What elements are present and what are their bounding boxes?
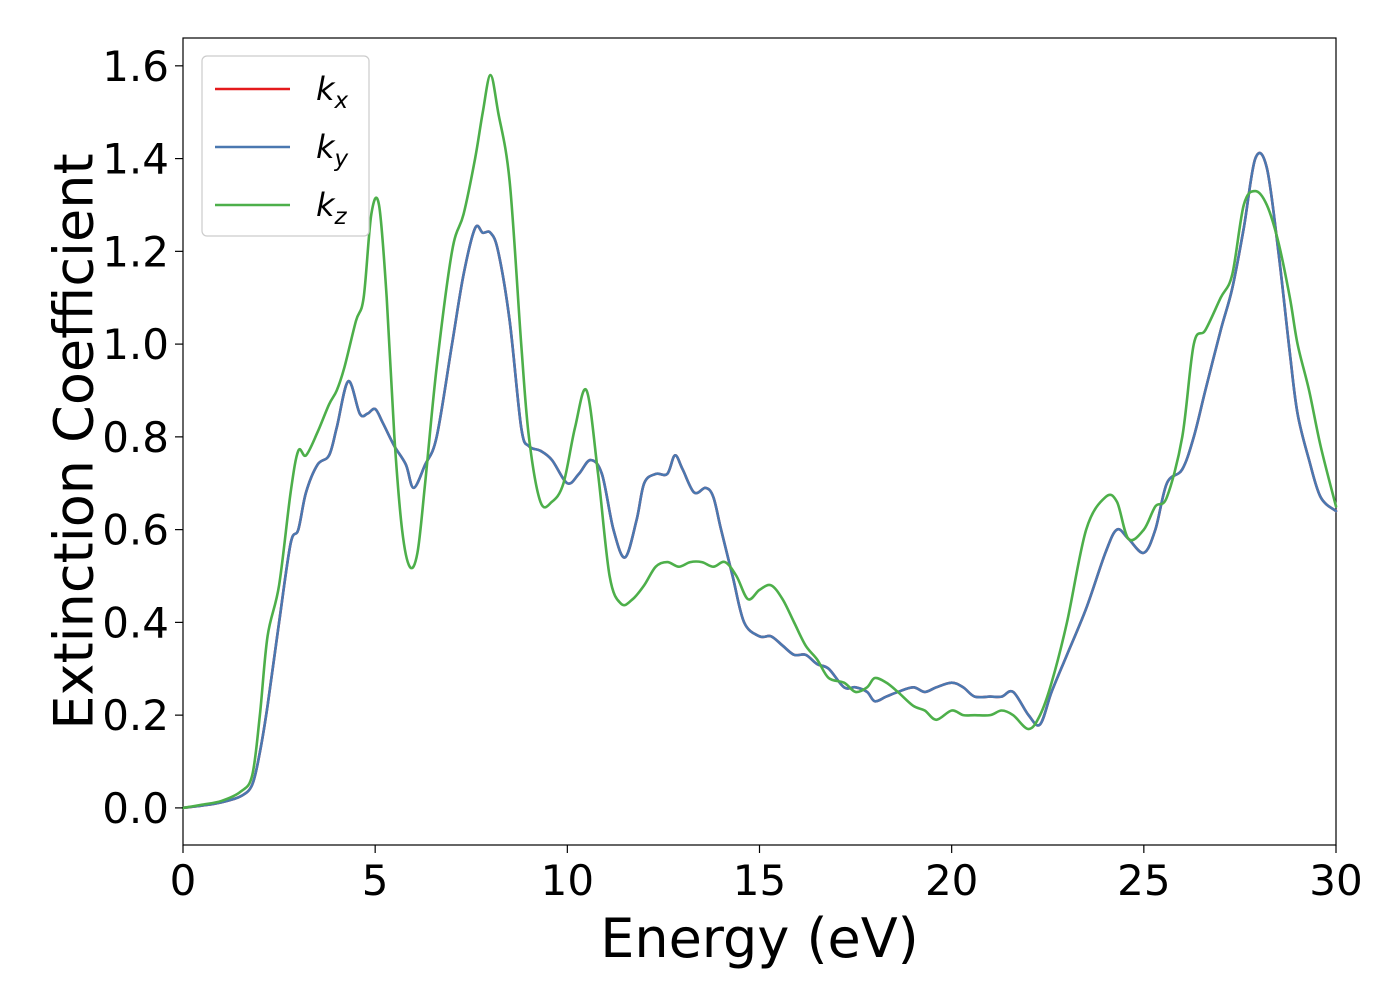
- legend-entry-ky: ky: [316, 128, 349, 172]
- x-axis-ticks: 0 5 10 15 20 25 30: [170, 845, 1363, 905]
- x-tick-label: 25: [1117, 856, 1170, 905]
- x-tick-label: 20: [925, 856, 978, 905]
- y-tick-label: 1.2: [102, 227, 169, 276]
- y-tick-label: 0.6: [102, 506, 169, 555]
- series-line-ky: [181, 151, 1338, 810]
- y-tick-label: 1.0: [102, 320, 169, 369]
- y-tick-label: 0.8: [102, 413, 169, 462]
- x-tick-label: 30: [1309, 856, 1362, 905]
- legend-entry-kx: kx: [316, 70, 349, 114]
- x-tick-label: 10: [541, 856, 594, 905]
- series-line-kz: [181, 73, 1338, 810]
- y-axis-ticks: 0.0 0.2 0.4 0.6 0.8 1.0 1.2 1.4 1.6: [102, 42, 183, 833]
- y-tick-label: 0.0: [102, 784, 169, 833]
- y-axis-label: Extinction Coefficient: [43, 153, 106, 729]
- x-tick-label: 0: [170, 856, 197, 905]
- y-tick-label: 1.4: [102, 135, 169, 184]
- series-lines: [181, 73, 1338, 810]
- y-tick-label: 0.4: [102, 598, 169, 647]
- legend: kx ky kz: [201, 55, 370, 237]
- x-tick-label: 5: [362, 856, 389, 905]
- x-axis-label: Energy (eV): [600, 907, 919, 970]
- legend-entry-kz: kz: [316, 186, 348, 230]
- y-tick-label: 0.2: [102, 691, 169, 740]
- series-line-kx: [181, 151, 1338, 810]
- y-tick-label: 1.6: [102, 42, 169, 91]
- x-tick-label: 15: [733, 856, 786, 905]
